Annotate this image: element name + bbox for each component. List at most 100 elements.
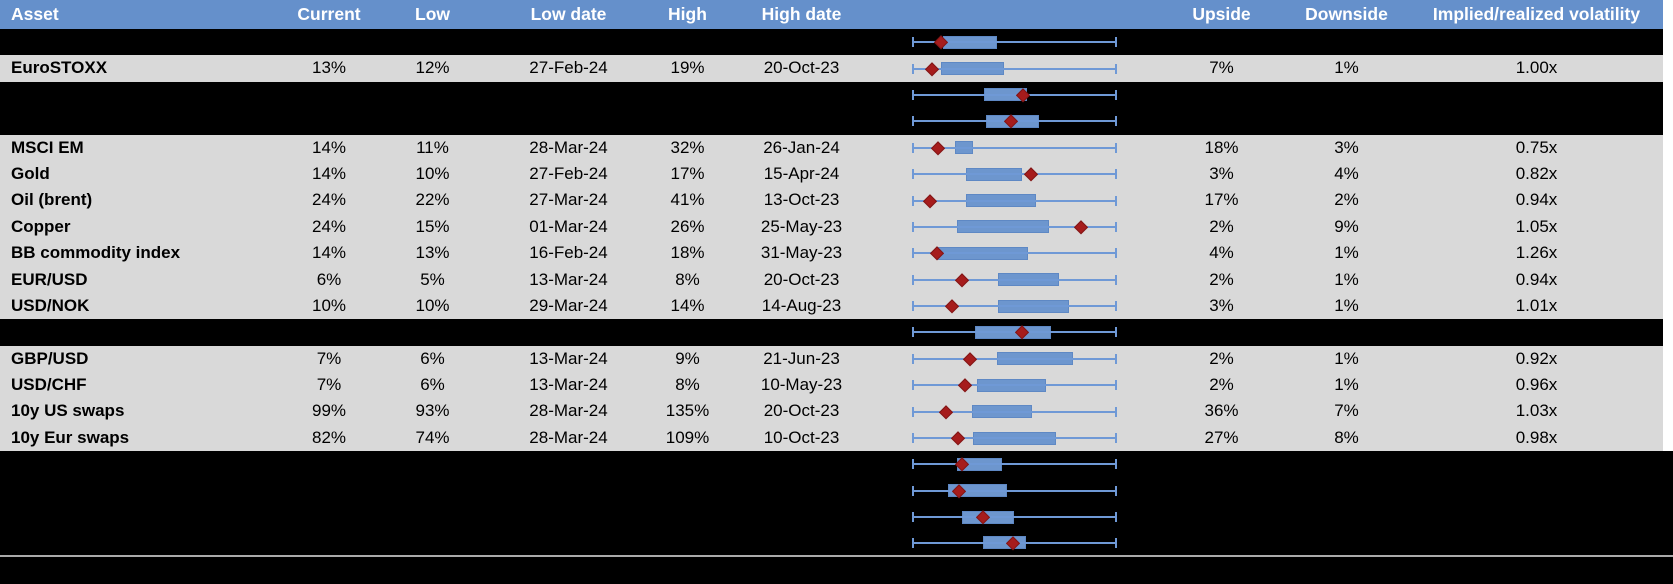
cell-high[interactable]: 8% xyxy=(675,269,700,289)
cell-ratio[interactable] xyxy=(1410,478,1663,504)
cell-upside[interactable]: 3% xyxy=(1209,295,1234,315)
cell-current[interactable]: 6% xyxy=(316,269,342,289)
cell-ratio[interactable]: 0.75x xyxy=(1515,137,1558,157)
column-header-current[interactable]: Current xyxy=(297,4,361,24)
cell-ratio[interactable] xyxy=(1410,319,1663,345)
cell-current[interactable] xyxy=(280,82,378,108)
cell-high-date[interactable]: 15-Apr-24 xyxy=(763,163,840,183)
cell-high-date[interactable] xyxy=(725,108,878,134)
table-row[interactable]: BB commodity index 14% 13% 16-Feb-24 18%… xyxy=(0,240,1663,267)
cell-low-date[interactable] xyxy=(487,478,650,504)
cell-low-date[interactable] xyxy=(487,29,650,55)
cell-low-date[interactable]: 16-Feb-24 xyxy=(529,243,608,263)
hidden-row[interactable] xyxy=(0,29,1663,56)
cell-low-date[interactable]: 13-Mar-24 xyxy=(529,269,608,289)
cell-high-date[interactable]: 13-Oct-23 xyxy=(763,190,840,210)
cell-high[interactable]: 135% xyxy=(665,401,710,421)
cell-low-date[interactable] xyxy=(487,504,650,530)
table-row[interactable]: Gold 14% 10% 27-Feb-24 17% 15-Apr-24 3% … xyxy=(0,160,1663,188)
cell-high[interactable]: 32% xyxy=(670,137,705,157)
cell-asset[interactable]: Gold xyxy=(11,163,50,183)
cell-low[interactable]: 6% xyxy=(420,348,445,368)
cell-high-date[interactable]: 20-Oct-23 xyxy=(763,269,840,289)
cell-upside[interactable]: 3% xyxy=(1209,163,1234,183)
cell-high[interactable] xyxy=(650,530,725,554)
cell-downside[interactable]: 1% xyxy=(1334,58,1359,78)
cell-current[interactable]: 82% xyxy=(311,427,347,447)
cell-upside[interactable]: 2% xyxy=(1209,216,1234,236)
cell-high-date[interactable]: 20-Oct-23 xyxy=(763,58,840,78)
cell-low[interactable] xyxy=(378,504,487,530)
cell-upside[interactable]: 2% xyxy=(1209,348,1234,368)
cell-ratio[interactable] xyxy=(1410,451,1663,477)
cell-high-date[interactable] xyxy=(725,504,878,530)
cell-current[interactable] xyxy=(280,29,378,55)
cell-high-date[interactable]: 14-Aug-23 xyxy=(761,295,842,315)
cell-asset[interactable]: USD/NOK xyxy=(11,295,90,315)
cell-high[interactable] xyxy=(650,82,725,108)
cell-downside[interactable]: 3% xyxy=(1334,137,1359,157)
cell-high[interactable]: 17% xyxy=(670,163,705,183)
table-row[interactable]: EUR/USD 6% 5% 13-Mar-24 8% 20-Oct-23 2% … xyxy=(0,266,1663,293)
cell-downside[interactable]: 1% xyxy=(1334,375,1359,395)
cell-low[interactable]: 10% xyxy=(415,163,450,183)
cell-high[interactable]: 109% xyxy=(665,427,710,447)
table-row[interactable]: 10y US swaps 99% 93% 28-Mar-24 135% 20-O… xyxy=(0,398,1663,425)
cell-high[interactable]: 14% xyxy=(670,295,705,315)
cell-asset[interactable]: MSCI EM xyxy=(11,137,84,157)
cell-asset[interactable] xyxy=(0,82,280,108)
cell-current[interactable]: 7% xyxy=(316,375,342,395)
cell-high[interactable] xyxy=(650,478,725,504)
cell-ratio[interactable]: 0.82x xyxy=(1515,163,1558,183)
cell-high[interactable]: 19% xyxy=(670,58,705,78)
cell-ratio[interactable] xyxy=(1410,504,1663,530)
cell-current[interactable]: 14% xyxy=(311,137,347,157)
cell-downside[interactable]: 8% xyxy=(1334,427,1359,447)
cell-low[interactable]: 22% xyxy=(415,190,450,210)
cell-downside[interactable] xyxy=(1283,319,1410,345)
cell-current[interactable] xyxy=(280,478,378,504)
cell-current[interactable] xyxy=(280,108,378,134)
cell-current[interactable] xyxy=(280,451,378,477)
cell-low[interactable] xyxy=(378,29,487,55)
table-row[interactable]: Copper 24% 15% 01-Mar-24 26% 25-May-23 2… xyxy=(0,213,1663,241)
cell-high-date[interactable] xyxy=(725,478,878,504)
cell-high-date[interactable]: 10-May-23 xyxy=(760,375,843,395)
cell-low-date[interactable] xyxy=(487,530,650,554)
table-row[interactable]: USD/NOK 10% 10% 29-Mar-24 14% 14-Aug-23 … xyxy=(0,292,1663,320)
cell-high[interactable]: 8% xyxy=(675,375,700,395)
cell-ratio[interactable]: 1.01x xyxy=(1515,295,1558,315)
cell-low[interactable] xyxy=(378,530,487,554)
cell-low-date[interactable]: 13-Mar-24 xyxy=(529,375,608,395)
cell-current[interactable]: 14% xyxy=(311,243,347,263)
cell-asset[interactable]: USD/CHF xyxy=(11,375,87,395)
cell-high[interactable] xyxy=(650,504,725,530)
cell-asset[interactable]: GBP/USD xyxy=(11,348,89,368)
cell-asset[interactable] xyxy=(0,504,280,530)
cell-low[interactable] xyxy=(378,82,487,108)
hidden-row[interactable] xyxy=(0,81,1663,109)
cell-ratio[interactable] xyxy=(1410,108,1663,134)
cell-downside[interactable]: 1% xyxy=(1334,243,1359,263)
hidden-row[interactable] xyxy=(0,530,1673,557)
table-row[interactable]: GBP/USD 7% 6% 13-Mar-24 9% 21-Jun-23 2% … xyxy=(0,345,1663,373)
column-header-high-date[interactable]: High date xyxy=(761,4,842,24)
cell-upside[interactable] xyxy=(1160,530,1283,554)
table-row[interactable]: 10y Eur swaps 82% 74% 28-Mar-24 109% 10-… xyxy=(0,424,1663,452)
cell-asset[interactable]: BB commodity index xyxy=(11,243,181,263)
cell-high-date[interactable] xyxy=(725,530,878,554)
cell-current[interactable]: 14% xyxy=(311,163,347,183)
table-row[interactable]: MSCI EM 14% 11% 28-Mar-24 32% 26-Jan-24 … xyxy=(0,134,1663,161)
column-header-low[interactable]: Low xyxy=(415,4,450,24)
cell-asset[interactable] xyxy=(0,108,280,134)
cell-low[interactable]: 6% xyxy=(420,375,445,395)
cell-low[interactable]: 12% xyxy=(415,58,450,78)
cell-downside[interactable] xyxy=(1283,108,1410,134)
cell-ratio[interactable]: 1.05x xyxy=(1515,216,1558,236)
cell-low[interactable]: 5% xyxy=(420,269,445,289)
cell-ratio[interactable] xyxy=(1410,530,1663,554)
cell-high[interactable]: 18% xyxy=(670,243,705,263)
cell-low[interactable] xyxy=(378,319,487,345)
cell-downside[interactable]: 7% xyxy=(1334,401,1359,421)
cell-low[interactable]: 93% xyxy=(415,401,450,421)
